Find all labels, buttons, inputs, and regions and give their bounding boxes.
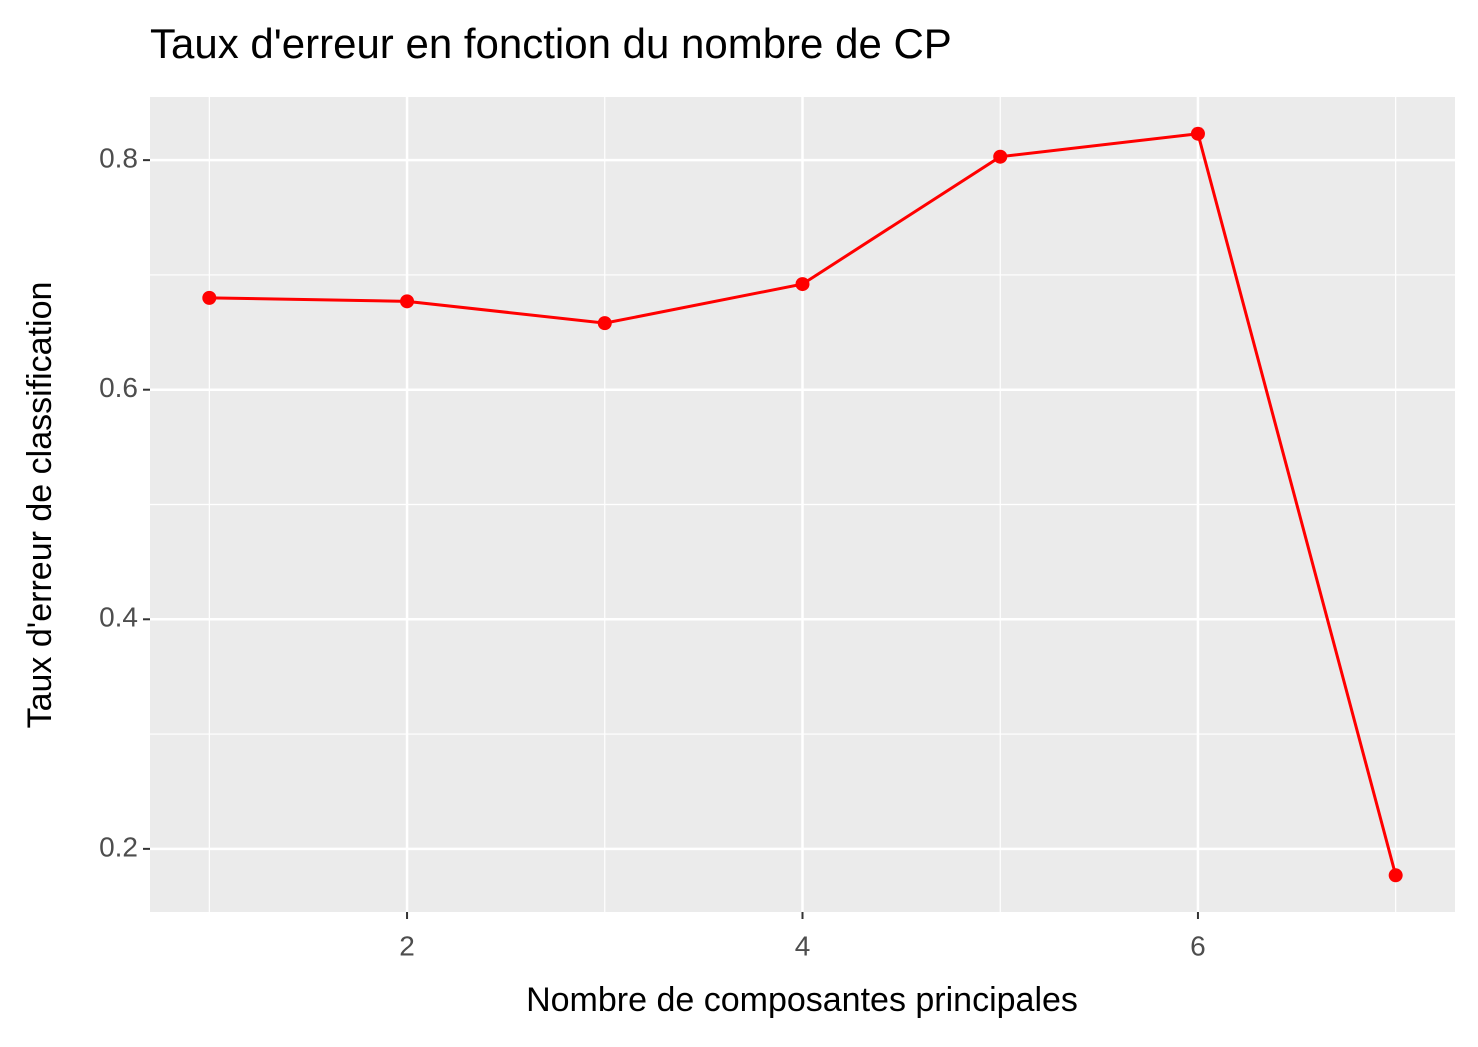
x-tick-label: 6 bbox=[1190, 930, 1206, 961]
x-axis-label: Nombre de composantes principales bbox=[526, 981, 1078, 1019]
point bbox=[202, 290, 217, 305]
x-tick-label: 4 bbox=[795, 930, 811, 961]
chart-title: Taux d'erreur en fonction du nombre de C… bbox=[150, 20, 952, 67]
y-tick-label: 0.4 bbox=[99, 602, 138, 633]
x-tick-label: 2 bbox=[399, 930, 415, 961]
y-axis-label: Taux d'erreur de classification bbox=[21, 282, 59, 729]
point bbox=[597, 316, 612, 331]
point bbox=[1190, 126, 1205, 141]
point bbox=[795, 277, 810, 292]
y-tick-label: 0.6 bbox=[99, 372, 138, 403]
y-tick-label: 0.8 bbox=[99, 143, 138, 174]
point bbox=[993, 149, 1008, 164]
point bbox=[400, 294, 415, 309]
point bbox=[1388, 868, 1403, 883]
y-tick-label: 0.2 bbox=[99, 831, 138, 862]
